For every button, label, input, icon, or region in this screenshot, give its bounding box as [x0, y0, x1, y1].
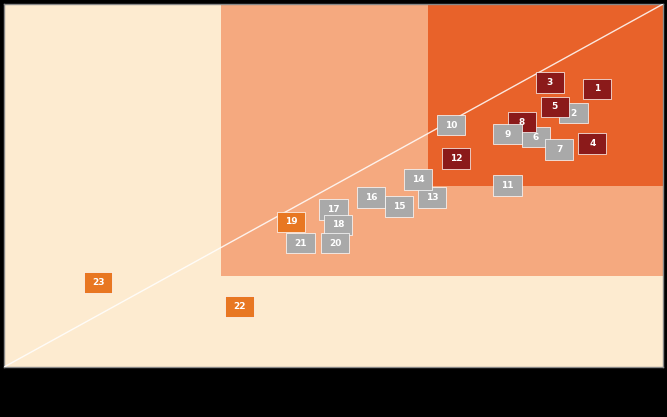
Text: 4: 4 — [589, 139, 596, 148]
Text: 20: 20 — [329, 239, 342, 248]
FancyBboxPatch shape — [386, 196, 414, 217]
Text: 17: 17 — [327, 205, 340, 214]
Text: 23: 23 — [92, 278, 105, 287]
Text: 3: 3 — [547, 78, 553, 87]
FancyBboxPatch shape — [357, 187, 386, 208]
FancyBboxPatch shape — [84, 272, 112, 293]
FancyBboxPatch shape — [494, 175, 522, 196]
FancyBboxPatch shape — [221, 4, 663, 276]
FancyBboxPatch shape — [522, 127, 550, 148]
Text: 15: 15 — [393, 202, 406, 211]
Text: 7: 7 — [556, 145, 562, 154]
Text: 1: 1 — [594, 84, 600, 93]
Text: 16: 16 — [365, 193, 378, 202]
FancyBboxPatch shape — [583, 78, 611, 99]
FancyBboxPatch shape — [578, 133, 606, 153]
Text: 12: 12 — [450, 154, 462, 163]
FancyBboxPatch shape — [319, 199, 348, 220]
Text: 14: 14 — [412, 175, 424, 184]
FancyBboxPatch shape — [418, 187, 446, 208]
Text: 11: 11 — [502, 181, 514, 190]
Text: 9: 9 — [504, 130, 511, 139]
FancyBboxPatch shape — [428, 4, 663, 186]
FancyBboxPatch shape — [540, 97, 569, 117]
FancyBboxPatch shape — [560, 103, 588, 123]
FancyBboxPatch shape — [404, 169, 432, 190]
FancyBboxPatch shape — [442, 148, 470, 168]
Text: 22: 22 — [233, 302, 245, 311]
FancyBboxPatch shape — [321, 233, 350, 253]
Text: 2: 2 — [570, 108, 576, 118]
Text: 6: 6 — [533, 133, 539, 142]
FancyBboxPatch shape — [437, 115, 466, 136]
FancyBboxPatch shape — [545, 139, 574, 160]
Text: 21: 21 — [294, 239, 307, 248]
Text: 5: 5 — [552, 103, 558, 111]
FancyBboxPatch shape — [225, 296, 253, 317]
FancyBboxPatch shape — [324, 215, 352, 235]
FancyBboxPatch shape — [494, 124, 522, 144]
FancyBboxPatch shape — [508, 112, 536, 132]
Text: 10: 10 — [445, 121, 458, 130]
Text: 18: 18 — [332, 220, 344, 229]
Text: 19: 19 — [285, 217, 297, 226]
FancyBboxPatch shape — [277, 211, 305, 232]
FancyBboxPatch shape — [286, 233, 315, 253]
FancyBboxPatch shape — [536, 73, 564, 93]
Text: 8: 8 — [518, 118, 525, 127]
Text: 13: 13 — [426, 193, 438, 202]
